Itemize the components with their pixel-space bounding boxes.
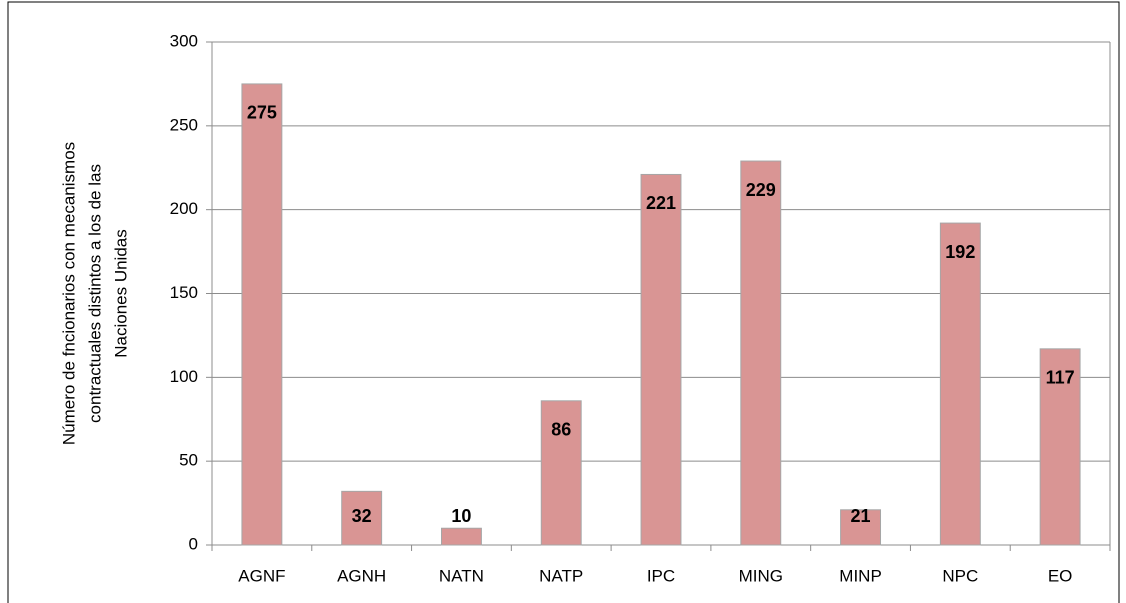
y-axis-label: contractuales distintos a los de las — [85, 164, 104, 423]
data-label: 221 — [646, 193, 676, 213]
x-tick-label: NATP — [539, 566, 583, 585]
y-tick-label: 0 — [189, 534, 198, 553]
bar — [640, 173, 682, 546]
x-tick-label: IPC — [647, 566, 675, 585]
bar — [241, 83, 283, 546]
x-tick-label: EO — [1048, 566, 1073, 585]
y-tick-label: 150 — [170, 283, 198, 302]
data-label: 117 — [1046, 368, 1075, 388]
y-tick-label: 200 — [170, 199, 198, 218]
bar — [840, 509, 882, 546]
y-axis-label: Número de fncionarios con mecanismos — [59, 142, 78, 445]
y-tick-label: 300 — [170, 31, 198, 50]
y-tick-label: 250 — [170, 115, 198, 134]
bar — [1039, 348, 1081, 546]
bar — [440, 527, 482, 546]
bar — [740, 160, 782, 546]
x-tick-label: AGNF — [238, 566, 285, 585]
bar — [939, 222, 981, 546]
x-tick-label: MINP — [839, 566, 882, 585]
frame — [7, 1, 1120, 603]
y-axis-label: Naciones Unidas — [111, 229, 130, 358]
y-tick-label: 100 — [170, 367, 198, 386]
x-tick-label: AGNH — [337, 566, 386, 585]
data-label: 21 — [851, 506, 871, 526]
data-label: 192 — [945, 242, 975, 262]
data-label: 86 — [551, 420, 571, 440]
data-label: 275 — [247, 103, 277, 123]
data-label: 10 — [451, 506, 471, 526]
data-label: 32 — [352, 506, 372, 526]
x-tick-label: MING — [739, 566, 783, 585]
data-label: 229 — [746, 180, 776, 200]
y-tick-label: 50 — [179, 451, 198, 470]
bar — [540, 400, 582, 546]
x-tick-label: NPC — [942, 566, 978, 585]
x-tick-label: NATN — [439, 566, 484, 585]
bar — [341, 490, 383, 546]
